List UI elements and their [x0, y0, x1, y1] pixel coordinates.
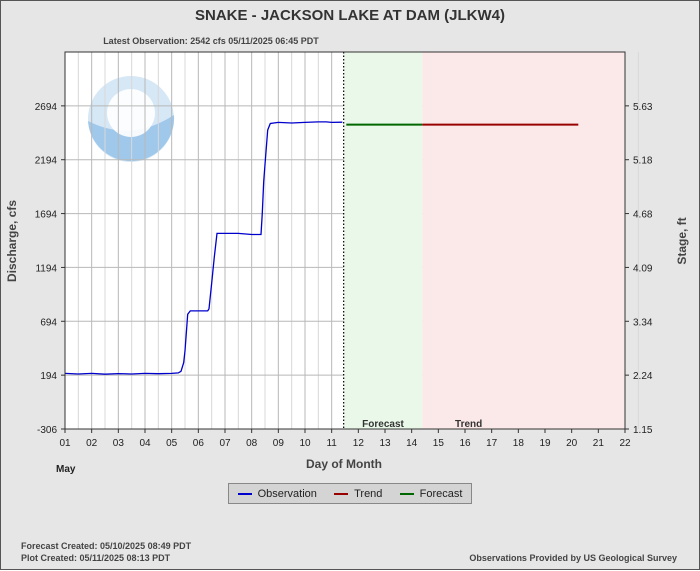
latest-observation: Latest Observation: 2542 cfs 05/11/2025 … — [103, 36, 319, 46]
y-axis-right-label: Stage, ft — [675, 217, 689, 264]
x-tick-label: 18 — [513, 438, 525, 449]
x-tick-label: 07 — [219, 438, 231, 449]
legend-trend: Trend — [334, 488, 382, 500]
x-tick-label: 06 — [193, 438, 205, 449]
region-label-trend: Trend — [455, 419, 482, 430]
forecast-regions: Forecast Trend — [343, 52, 625, 430]
x-tick-label: 10 — [299, 438, 311, 449]
y-tick-label-right: 4.68 — [633, 210, 653, 221]
legend-trend-swatch — [334, 492, 349, 495]
legend-observation-swatch — [237, 492, 252, 495]
y-tick-label-left: -306 — [37, 425, 57, 436]
x-axis-label: Day of Month — [306, 457, 382, 471]
x-tick-label: 13 — [379, 438, 391, 449]
legend-observation-label: Observation — [257, 487, 317, 500]
y-tick-label-left: 1694 — [35, 210, 58, 221]
legend-forecast-swatch — [399, 492, 414, 495]
series-observation — [64, 121, 343, 375]
series-lines — [64, 52, 579, 429]
x-tick-label: 08 — [246, 438, 258, 449]
data-provider: Observations Provided by US Geological S… — [469, 553, 677, 563]
y-tick-label-right: 2.24 — [633, 371, 653, 382]
y-tick-label-right: 1.15 — [633, 425, 653, 436]
logo-wave — [88, 115, 175, 162]
y-axis-left-label: Discharge, cfs — [5, 200, 19, 282]
y-tick-label-right: 5.18 — [633, 156, 653, 167]
y-tick-label-right: 5.63 — [633, 102, 653, 113]
x-tick-label: 04 — [139, 438, 151, 449]
y-tick-label-left: 2194 — [35, 156, 58, 167]
legend-forecast-label: Forecast — [419, 487, 463, 500]
forecast-created: Forecast Created: 05/10/2025 08:49 PDT — [21, 541, 192, 551]
x-tick-label: 03 — [113, 438, 125, 449]
noaa-logo-icon — [88, 76, 175, 162]
plot-created: Plot Created: 05/11/2025 08:13 PDT — [21, 553, 171, 563]
x-tick-label: 01 — [59, 438, 71, 449]
region-trend — [422, 52, 625, 429]
x-tick-label: 21 — [593, 438, 605, 449]
axes: 01 02 03 04 05 06 07 08 09 10 11 12 13 14 15 16 17 18 19 20… — [35, 51, 653, 449]
plot-border — [64, 51, 626, 430]
x-tick-label: 05 — [166, 438, 178, 449]
y-tick-label-left: 694 — [40, 317, 57, 328]
legend-observation: Observation — [237, 487, 317, 500]
chart-title: SNAKE - JACKSON LAKE AT DAM (JLKW4) — [195, 7, 505, 24]
x-tick-label: 15 — [433, 438, 445, 449]
region-label-forecast: Forecast — [362, 419, 404, 430]
y-tick-label-left: 2694 — [35, 102, 58, 113]
region-forecast — [343, 52, 423, 429]
y-tick-label-left: 1194 — [35, 263, 57, 274]
x-tick-label: 17 — [486, 438, 498, 449]
x-tick-label: 12 — [353, 438, 365, 449]
logo-inner-circle — [107, 89, 155, 137]
x-tick-label: 19 — [539, 438, 551, 449]
x-tick-label: 16 — [459, 438, 471, 449]
month-label: May — [56, 464, 76, 475]
legend-forecast: Forecast — [399, 487, 463, 500]
x-tick-label: 11 — [326, 438, 337, 449]
y-tick-label-left: 194 — [40, 371, 57, 382]
y-tick-label-right: 4.09 — [633, 263, 653, 274]
y-tick-label-right: 3.34 — [633, 317, 653, 328]
legend-trend-label: Trend — [354, 487, 383, 500]
chart-legend: Observation Trend Forecast — [228, 483, 472, 504]
x-tick-label: 20 — [566, 438, 578, 449]
x-tick-label: 09 — [273, 438, 285, 449]
x-tick-label: 02 — [86, 438, 98, 449]
x-tick-label: 22 — [619, 438, 631, 449]
x-tick-label: 14 — [406, 438, 418, 449]
